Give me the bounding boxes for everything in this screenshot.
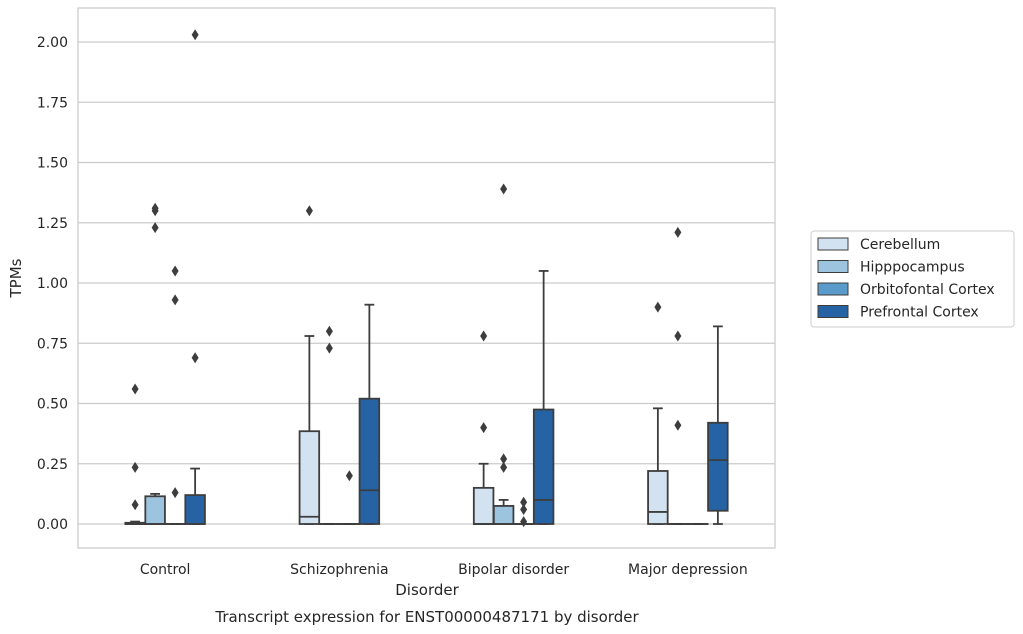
box-body bbox=[647, 470, 669, 525]
box-body bbox=[472, 486, 495, 525]
outlier-point bbox=[151, 222, 159, 234]
outlier-point bbox=[500, 461, 508, 473]
y-tick-label: 1.25 bbox=[37, 216, 68, 232]
legend-label: Prefrontal Cortex bbox=[860, 305, 979, 321]
legend-swatch bbox=[817, 305, 849, 318]
outlier-point bbox=[171, 294, 179, 306]
box-0-0 bbox=[124, 383, 146, 525]
outlier-point bbox=[191, 29, 199, 41]
outlier-point bbox=[520, 496, 528, 508]
box-body bbox=[184, 494, 206, 525]
outlier-point bbox=[171, 487, 179, 499]
box-body bbox=[298, 430, 321, 525]
legend-label: Hipppocampus bbox=[860, 260, 965, 276]
outlier-point bbox=[674, 419, 682, 431]
legend-swatch bbox=[817, 260, 849, 273]
box-3-3 bbox=[707, 325, 729, 525]
x-tick-label: Schizophrenia bbox=[290, 562, 388, 578]
legend-swatch bbox=[817, 237, 849, 251]
x-tick-label: Major depression bbox=[628, 562, 748, 578]
outlier-point bbox=[131, 499, 139, 511]
outlier-point bbox=[520, 504, 528, 516]
y-tick-label: 0.00 bbox=[37, 517, 68, 533]
box-3-2 bbox=[532, 270, 555, 525]
box-0-3 bbox=[647, 301, 669, 525]
outlier-point bbox=[325, 325, 333, 337]
x-tick-label: Control bbox=[140, 562, 191, 578]
y-tick-label: 1.50 bbox=[37, 156, 68, 172]
outlier-point bbox=[325, 342, 333, 354]
outlier-point bbox=[480, 330, 488, 342]
box-body bbox=[707, 421, 729, 512]
legend-swatch bbox=[817, 282, 849, 296]
outlier-point bbox=[151, 202, 159, 214]
y-tick-label: 0.50 bbox=[37, 397, 68, 413]
y-tick-label: 2.00 bbox=[37, 35, 68, 51]
box-body bbox=[492, 505, 515, 525]
box-body bbox=[532, 408, 555, 525]
y-axis-label: TPMs bbox=[7, 258, 25, 298]
chart-title: Transcript expression for ENST0000048717… bbox=[214, 608, 639, 626]
legend-frame bbox=[810, 230, 1015, 328]
x-tick-labels: Control Schizophrenia Bipolar disorder Majo… bbox=[140, 562, 748, 578]
box-3-0 bbox=[184, 29, 206, 525]
outlier-point bbox=[131, 383, 139, 395]
boxes bbox=[124, 29, 729, 528]
y-tick-label: 1.75 bbox=[37, 95, 68, 111]
outlier-point bbox=[654, 301, 662, 313]
outlier-point bbox=[191, 352, 199, 364]
x-axis-label: Disorder bbox=[395, 581, 459, 599]
outlier-point bbox=[345, 470, 353, 482]
box-2-2 bbox=[512, 496, 535, 528]
outlier-point bbox=[520, 516, 528, 528]
legend-label: Orbitofontal Cortex bbox=[860, 282, 995, 298]
y-tick-label: 1.00 bbox=[37, 276, 68, 292]
outlier-point bbox=[500, 453, 508, 465]
box-0-1 bbox=[298, 205, 321, 525]
box-1-2 bbox=[492, 183, 515, 525]
legend: Cerebellum Hipppocampus Orbitofontal Corte… bbox=[810, 230, 1015, 328]
y-tick-labels: 0.00 0.25 0.50 0.75 1.00 1.25 1.50 1.75 2.00 bbox=[37, 35, 68, 533]
outlier-point bbox=[171, 265, 179, 277]
box-1-0 bbox=[144, 202, 166, 525]
outlier-point bbox=[305, 205, 313, 217]
y-tick-label: 0.25 bbox=[37, 457, 68, 473]
outlier-point bbox=[674, 226, 682, 238]
box-1-1 bbox=[318, 325, 341, 525]
box-0-2 bbox=[472, 330, 495, 525]
outlier-point bbox=[480, 422, 488, 434]
y-tick-label: 0.75 bbox=[37, 336, 68, 352]
box-body bbox=[144, 495, 166, 525]
box-3-1 bbox=[358, 303, 381, 525]
box-2-1 bbox=[338, 470, 361, 525]
outlier-point bbox=[131, 461, 139, 473]
outlier-point bbox=[500, 183, 508, 195]
box-body bbox=[358, 397, 381, 525]
x-tick-label: Bipolar disorder bbox=[458, 562, 569, 578]
outlier-point bbox=[674, 330, 682, 342]
plot-frame bbox=[77, 7, 776, 549]
legend-label: Cerebellum bbox=[860, 237, 940, 253]
box-1-3 bbox=[667, 226, 689, 525]
